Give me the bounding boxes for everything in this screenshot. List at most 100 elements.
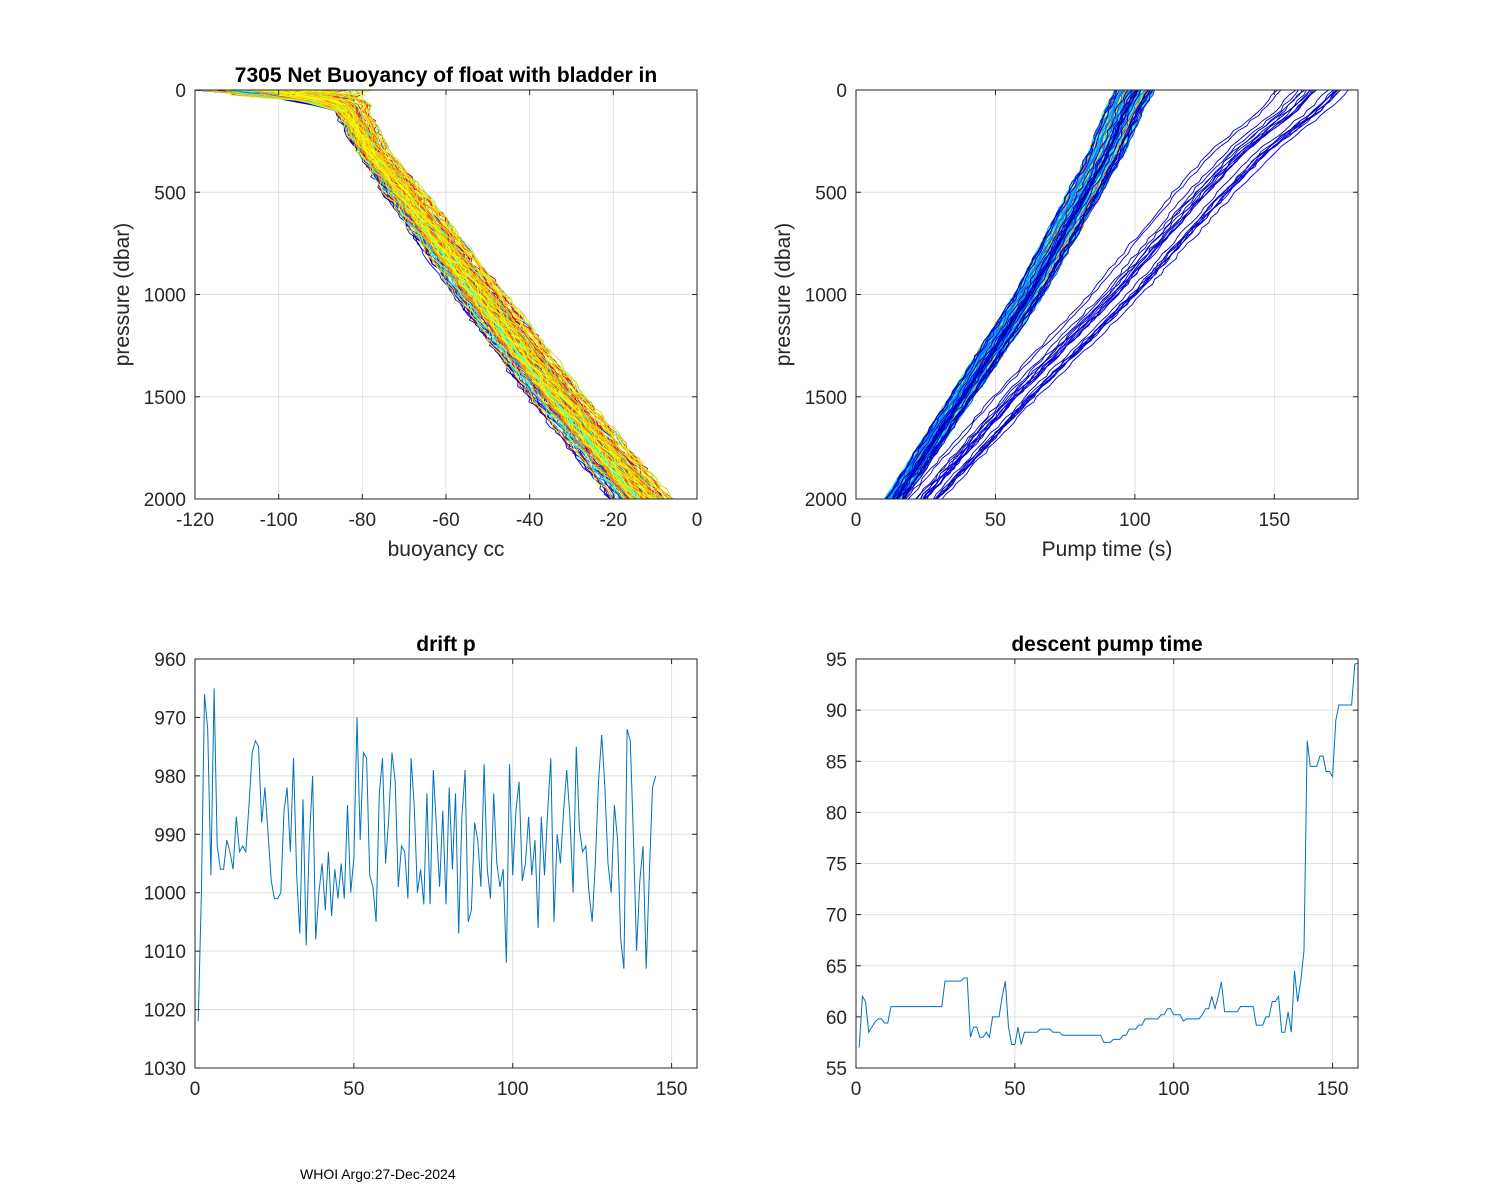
buoyancy-profiles: [194, 89, 674, 500]
tick-label-y: 1000: [144, 884, 186, 905]
pumptime-profile-line: [902, 89, 1151, 500]
pumptime-profile-line: [923, 89, 1311, 500]
pumptime-profile-line: [884, 89, 1118, 500]
pumptime-profile-line: [902, 89, 1150, 500]
tick-label-x: -100: [260, 510, 298, 531]
buoyancy-title: 7305 Net Buoyancy of float with bladder …: [235, 64, 657, 87]
tick-label-y: 980: [154, 767, 186, 788]
pumptime-xlabel: Pump time (s): [1042, 538, 1173, 561]
descentpump-ticks: 0 50 100 150 55 60 65 70 75 80 85 90 95: [826, 650, 1358, 1100]
pumptime-profile-line: [895, 89, 1137, 500]
tick-label-x: 50: [343, 1079, 364, 1100]
tick-label-y: 990: [154, 825, 186, 846]
buoyancy-profile-line: [286, 89, 641, 500]
buoyancy-profile-line: [295, 89, 654, 500]
buoyancy-profile-line: [329, 89, 654, 500]
pumptime-profile-line: [916, 89, 1297, 500]
pumptime-profile-line: [892, 89, 1129, 500]
tick-label-y: 1500: [144, 388, 186, 409]
tick-label-y: 80: [826, 803, 847, 824]
buoyancy-profile-line: [201, 89, 627, 500]
descentpump-series: [858, 662, 1359, 1048]
footer-source: WHOI Argo: [300, 1166, 371, 1182]
pumptime-profile-line: [886, 89, 1115, 500]
pumptime-profile-line: [924, 89, 1317, 500]
tick-label-y: 1000: [144, 286, 186, 307]
buoyancy-profile-line: [254, 89, 634, 500]
tick-label-x: -20: [600, 510, 627, 531]
buoyancy-ylabel: pressure (dbar): [111, 223, 134, 367]
tick-label-y: 60: [826, 1008, 847, 1029]
pumptime-profile-line: [935, 89, 1338, 500]
buoyancy-xlabel: buoyancy cc: [388, 538, 505, 561]
tick-label-x: 0: [851, 510, 862, 531]
buoyancy-profile-line: [288, 89, 636, 500]
pumptime-profile-line: [915, 89, 1299, 500]
driftp-series: [197, 688, 657, 1022]
buoyancy-profile-line: [258, 89, 632, 500]
pumptime-profile-line: [897, 89, 1139, 500]
tick-label-x: 100: [1119, 510, 1151, 531]
pumptime-profile-line: [941, 89, 1349, 500]
tick-label-x: -60: [432, 510, 459, 531]
tick-label-x: 50: [985, 510, 1006, 531]
buoyancy-profile-line: [241, 89, 640, 500]
tick-label-y: 70: [826, 906, 847, 927]
tick-label-x: 0: [190, 1079, 201, 1100]
buoyancy-profile-line: [331, 89, 674, 500]
pumptime-profile-line: [920, 89, 1303, 500]
footer-date: 27-Dec-2024: [374, 1166, 456, 1182]
tick-label-y: 500: [815, 183, 847, 204]
tick-label-y: 500: [154, 183, 186, 204]
tick-label-x: 0: [692, 510, 703, 531]
buoyancy-ticks: -120 -100 -80 -60 -40 -20 0 0 500 1000 1500 2000: [144, 81, 703, 531]
descentpump-title: descent pump time: [1011, 633, 1202, 656]
buoyancy-profile-line: [323, 89, 658, 500]
tick-label-y: 55: [826, 1059, 847, 1080]
pumptime-profile-line: [899, 89, 1147, 500]
tick-label-x: 150: [1317, 1079, 1349, 1100]
pumptime-profile-line: [893, 89, 1131, 500]
buoyancy-profile-line: [227, 89, 613, 500]
pumptime-profile-line: [922, 89, 1307, 500]
buoyancy-profile-line: [266, 89, 647, 500]
buoyancy-axes: -120 -100 -80 -60 -40 -20 0 0 500 1000 1500 2000 73…: [111, 64, 702, 561]
pumptime-profiles: [883, 89, 1349, 500]
tick-label-x: -120: [176, 510, 214, 531]
tick-label-x: 0: [851, 1079, 862, 1100]
tick-label-y: 1030: [144, 1059, 186, 1080]
tick-label-x: 150: [656, 1079, 688, 1100]
tick-label-y: 75: [826, 855, 847, 876]
descentpump-axes: 0 50 100 150 55 60 65 70 75 80 85 90 95 descent pump…: [826, 633, 1359, 1100]
tick-label-y: 1000: [805, 286, 847, 307]
driftp-axes: 0 50 100 150 960 970 980 990 1000 1010 1020 1030 dr…: [144, 633, 698, 1100]
footer-stamp: WHOI Argo:27-Dec-2024: [300, 1166, 456, 1182]
tick-label-y: 1020: [144, 1001, 186, 1022]
pumptime-ylabel: pressure (dbar): [772, 223, 795, 367]
pumptime-profile-line: [885, 89, 1120, 500]
tick-label-x: -80: [349, 510, 376, 531]
pumptime-profile-line: [888, 89, 1125, 500]
tick-label-y: 0: [175, 81, 186, 102]
tick-label-y: 90: [826, 701, 847, 722]
tick-label-x: 100: [497, 1079, 529, 1100]
pumptime-profile-line: [904, 89, 1278, 500]
pumptime-profile-line: [936, 89, 1335, 500]
tick-label-y: 95: [826, 650, 847, 671]
tick-label-y: 0: [836, 81, 847, 102]
driftp-ticks: 0 50 100 150 960 970 980 990 1000 1010 1020 1030: [144, 650, 697, 1100]
tick-label-y: 960: [154, 650, 186, 671]
tick-label-y: 970: [154, 708, 186, 729]
descentpump-series-line: [858, 662, 1359, 1048]
buoyancy-profile-line: [304, 89, 658, 500]
tick-label-y: 65: [826, 957, 847, 978]
driftp-frame: [194, 658, 698, 1069]
pumptime-profile-line: [907, 89, 1282, 500]
pumptime-profile-line: [902, 89, 1149, 500]
tick-label-x: 100: [1158, 1079, 1190, 1100]
tick-label-x: 50: [1004, 1079, 1025, 1100]
buoyancy-profile-line: [341, 89, 672, 500]
